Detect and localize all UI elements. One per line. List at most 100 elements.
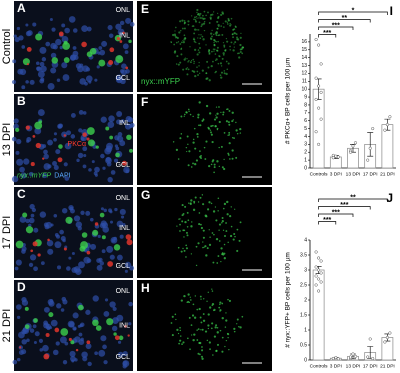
nucleus — [13, 34, 17, 38]
red-cell — [57, 157, 63, 163]
nucleus — [102, 344, 107, 350]
nucleus — [78, 261, 85, 269]
nucleus — [103, 311, 110, 317]
yfp-speck — [202, 118, 205, 121]
x-tick-label: 21 DPI — [380, 363, 395, 369]
nucleus — [80, 137, 85, 141]
green-cell — [113, 244, 121, 251]
data-point — [348, 150, 353, 154]
yfp-speck — [220, 145, 223, 148]
yfp-speck — [209, 348, 211, 351]
yfp-speck — [179, 326, 181, 329]
yfp-speck — [214, 124, 217, 128]
yfp-speck — [227, 333, 230, 336]
yfp-speck — [222, 111, 225, 114]
yfp-speck — [192, 115, 194, 118]
nucleus — [90, 243, 97, 250]
nucleus — [122, 43, 129, 50]
yfp-speck — [193, 40, 196, 43]
yfp-speck — [226, 200, 229, 204]
red-cell — [86, 137, 90, 141]
yfp-speck — [179, 223, 181, 226]
yfp-speck — [202, 319, 206, 322]
nucleus — [86, 26, 92, 32]
yfp-speck — [180, 250, 183, 253]
yfp-speck — [198, 124, 200, 127]
nucleus — [14, 37, 20, 43]
nucleus — [124, 269, 128, 273]
yfp-speck — [202, 241, 204, 243]
yfp-speck — [198, 51, 201, 54]
yfp-speck — [208, 201, 211, 204]
yfp-speck — [190, 324, 193, 327]
yfp-speck — [182, 68, 185, 71]
yfp-speck — [195, 15, 198, 18]
significance-bracket — [318, 19, 371, 23]
yfp-speck — [183, 294, 186, 298]
nucleus — [16, 158, 24, 166]
nucleus — [109, 301, 116, 308]
flatmount-image — [137, 94, 272, 185]
yfp-speck — [220, 260, 222, 263]
red-cell — [35, 142, 41, 149]
yfp-speck — [192, 338, 195, 342]
x-tick-label: 13 DPI — [346, 363, 361, 369]
y-tick-label: 16 — [301, 39, 307, 45]
data-point — [317, 43, 321, 47]
nucleus — [91, 160, 95, 164]
nucleus — [122, 350, 128, 357]
nucleus — [85, 210, 91, 216]
yfp-speck — [218, 146, 220, 149]
yfp-speck — [239, 43, 242, 47]
yfp-speck — [200, 25, 203, 28]
y-tick-label: 0 — [304, 165, 307, 171]
yfp-speck — [218, 120, 221, 124]
nucleus — [50, 319, 58, 327]
yfp-speck — [218, 240, 221, 242]
yfp-speck — [207, 127, 211, 130]
red-cell — [19, 346, 22, 349]
red-cell — [107, 261, 114, 267]
yfp-speck — [177, 332, 180, 335]
yfp-speck — [208, 22, 211, 24]
yfp-speck — [196, 8, 199, 12]
yfp-speck — [198, 212, 201, 214]
green-cell — [38, 120, 43, 124]
data-point — [371, 127, 375, 131]
nucleus — [55, 149, 61, 155]
yfp-speck — [192, 303, 195, 306]
yfp-speck — [185, 146, 188, 149]
nucleus — [124, 123, 132, 130]
yfp-speck — [175, 37, 177, 39]
nucleus — [33, 266, 38, 272]
yfp-speck — [194, 16, 196, 19]
stain-label: DAPI — [54, 173, 70, 180]
nucleus — [122, 360, 128, 366]
retina-image — [14, 94, 133, 185]
yfp-speck — [221, 216, 224, 219]
nucleus — [25, 218, 30, 224]
nucleus — [40, 65, 47, 73]
yfp-speck — [241, 52, 244, 55]
yfp-speck — [182, 41, 186, 44]
yfp-speck — [187, 23, 190, 26]
yfp-speck — [227, 17, 230, 20]
nucleus — [44, 306, 50, 313]
yfp-speck — [200, 329, 202, 331]
yfp-speck — [179, 230, 181, 232]
yfp-speck — [180, 48, 183, 50]
nucleus — [78, 128, 83, 133]
yfp-speck — [228, 299, 232, 303]
data-point — [319, 117, 323, 121]
nucleus — [117, 135, 124, 142]
yfp-speck — [239, 128, 242, 131]
nucleus — [12, 59, 17, 64]
significance-bracket — [318, 213, 354, 217]
yfp-speck — [233, 32, 236, 35]
yfp-speck — [218, 229, 220, 231]
nucleus — [117, 351, 124, 358]
yfp-speck — [179, 218, 181, 220]
yfp-speck — [234, 235, 236, 238]
nucleus — [59, 229, 64, 235]
nucleus — [39, 211, 47, 218]
